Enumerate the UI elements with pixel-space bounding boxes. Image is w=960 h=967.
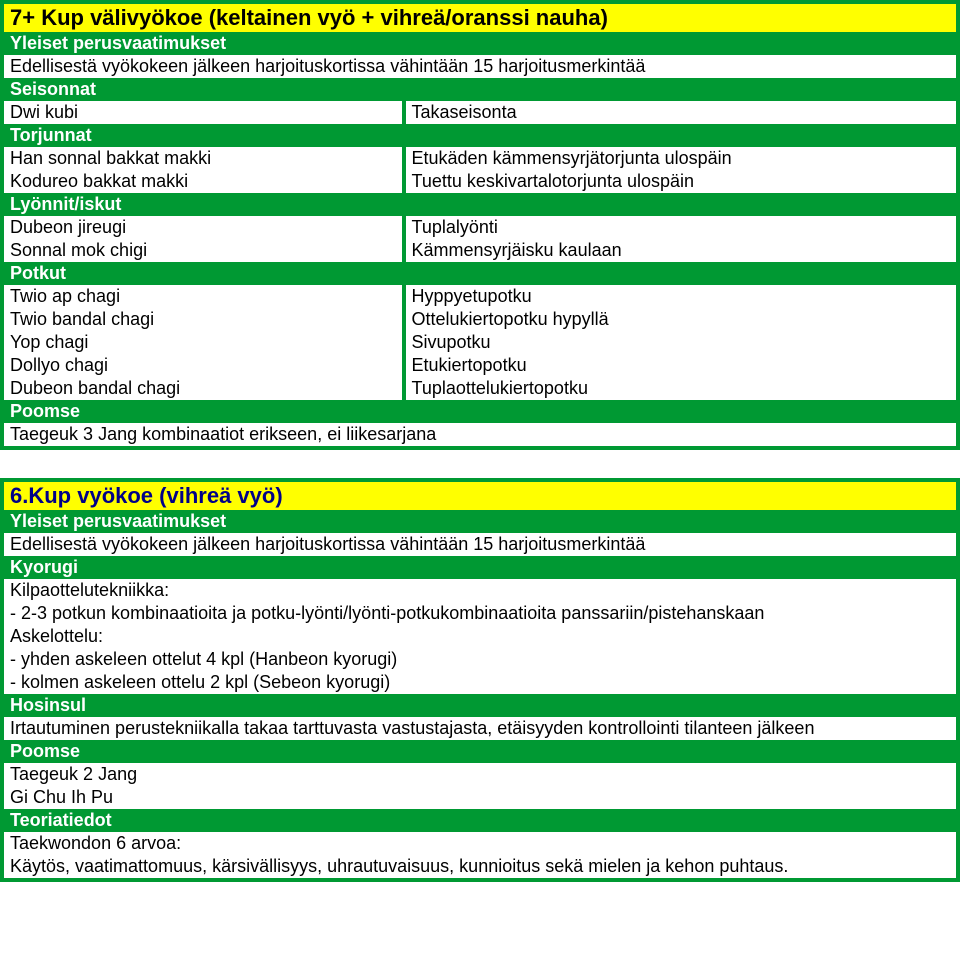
t1-seisonnat-0-1: Takaseisonta (404, 101, 958, 124)
belt-test-table-6kup: 6.Kup vyökoe (vihreä vyö) Yleiset perusv… (0, 478, 960, 882)
t2-section-hosinsul: Hosinsul (2, 694, 958, 717)
t1-potkut-2-1: Sivupotku (404, 331, 958, 354)
t2-teoria-1: Käytös, vaatimattomuus, kärsivällisyys, … (2, 855, 958, 880)
t2-section-general: Yleiset perusvaatimukset (2, 510, 958, 533)
table1-title: 7+ Kup välivyökoe (keltainen vyö + vihre… (2, 2, 958, 32)
t2-section-poomse: Poomse (2, 740, 958, 763)
t2-section-kyorugi: Kyorugi (2, 556, 958, 579)
t2-kyorugi-1: - 2-3 potkun kombinaatioita ja potku-lyö… (2, 602, 958, 625)
t1-section-general: Yleiset perusvaatimukset (2, 32, 958, 55)
t1-section-potkut: Potkut (2, 262, 958, 285)
t1-lyonnit-0-1: Tuplalyönti (404, 216, 958, 239)
t1-potkut-0-1: Hyppyetupotku (404, 285, 958, 308)
t1-poomse-text: Taegeuk 3 Jang kombinaatiot erikseen, ei… (2, 423, 958, 448)
t2-poomse-1: Gi Chu Ih Pu (2, 786, 958, 809)
t1-potkut-0-0: Twio ap chagi (2, 285, 404, 308)
t1-torjunnat-1-0: Kodureo bakkat makki (2, 170, 404, 193)
t1-lyonnit-1-1: Kämmensyrjäisku kaulaan (404, 239, 958, 262)
t2-teoria-0: Taekwondon 6 arvoa: (2, 832, 958, 855)
t1-section-seisonnat: Seisonnat (2, 78, 958, 101)
t1-lyonnit-0-0: Dubeon jireugi (2, 216, 404, 239)
t1-section-torjunnat: Torjunnat (2, 124, 958, 147)
t1-potkut-1-1: Ottelukiertopotku hypyllä (404, 308, 958, 331)
t2-kyorugi-2: Askelottelu: (2, 625, 958, 648)
t2-section-teoria: Teoriatiedot (2, 809, 958, 832)
t1-potkut-3-1: Etukiertopotku (404, 354, 958, 377)
t1-potkut-1-0: Twio bandal chagi (2, 308, 404, 331)
t1-potkut-4-1: Tuplaottelukiertopotku (404, 377, 958, 400)
t1-torjunnat-1-1: Tuettu keskivartalotorjunta ulospäin (404, 170, 958, 193)
t2-kyorugi-0: Kilpaottelutekniikka: (2, 579, 958, 602)
t1-section-lyonnit: Lyönnit/iskut (2, 193, 958, 216)
t1-potkut-2-0: Yop chagi (2, 331, 404, 354)
t2-poomse-0: Taegeuk 2 Jang (2, 763, 958, 786)
t1-lyonnit-1-0: Sonnal mok chigi (2, 239, 404, 262)
table2-title: 6.Kup vyökoe (vihreä vyö) (2, 480, 958, 510)
t2-kyorugi-4: - kolmen askeleen ottelu 2 kpl (Sebeon k… (2, 671, 958, 694)
t2-kyorugi-3: - yhden askeleen ottelut 4 kpl (Hanbeon … (2, 648, 958, 671)
t1-general-text: Edellisestä vyökokeen jälkeen harjoitusk… (2, 55, 958, 78)
t1-potkut-4-0: Dubeon bandal chagi (2, 377, 404, 400)
t1-torjunnat-0-1: Etukäden kämmensyrjätorjunta ulospäin (404, 147, 958, 170)
t2-general-text: Edellisestä vyökokeen jälkeen harjoitusk… (2, 533, 958, 556)
t1-seisonnat-0-0: Dwi kubi (2, 101, 404, 124)
belt-test-table-7kup: 7+ Kup välivyökoe (keltainen vyö + vihre… (0, 0, 960, 450)
t1-potkut-3-0: Dollyo chagi (2, 354, 404, 377)
t1-torjunnat-0-0: Han sonnal bakkat makki (2, 147, 404, 170)
t1-section-poomse: Poomse (2, 400, 958, 423)
t2-hosinsul-text: Irtautuminen perustekniikalla takaa tart… (2, 717, 958, 740)
